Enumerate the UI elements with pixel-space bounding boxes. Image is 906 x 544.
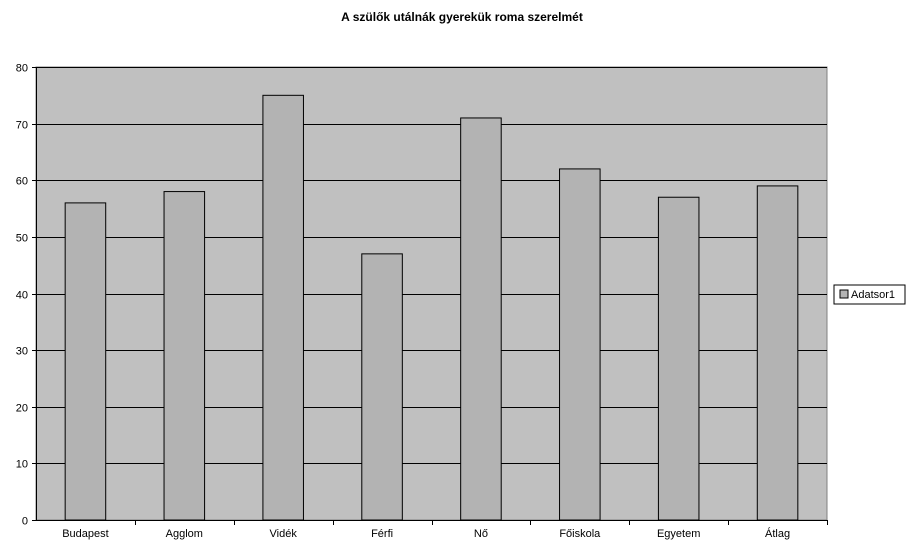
y-tick-label: 0 bbox=[22, 516, 28, 528]
x-tick-label: Nő bbox=[474, 528, 488, 540]
bar-8 bbox=[756, 185, 799, 521]
plot-area bbox=[35, 66, 828, 521]
y-tick-label: 30 bbox=[16, 346, 28, 358]
bar-7 bbox=[657, 196, 700, 521]
y-tick-label: 70 bbox=[16, 120, 28, 132]
legend-box bbox=[833, 284, 906, 305]
x-tick-label: Egyetem bbox=[657, 528, 700, 540]
legend: Adatsor1 bbox=[833, 284, 906, 305]
axes: 0 10 20 30 40 50 60 70 80 Budapest Agglom Vidék Férf… bbox=[16, 63, 828, 540]
bar-1 bbox=[64, 202, 107, 521]
x-tick-label: Átlag bbox=[765, 527, 790, 540]
y-tick-label: 20 bbox=[16, 403, 28, 415]
y-tick-label: 50 bbox=[16, 233, 28, 245]
x-tick-label: Férfi bbox=[371, 528, 393, 540]
y-tick-label: 40 bbox=[16, 290, 28, 302]
y-tick-label: 10 bbox=[16, 459, 28, 471]
bar-2 bbox=[163, 191, 206, 521]
bar-6 bbox=[559, 168, 601, 521]
x-tick-label: Budapest bbox=[62, 528, 108, 540]
bars bbox=[64, 94, 799, 521]
y-tick-label: 60 bbox=[16, 176, 28, 188]
legend-label: Adatsor1 bbox=[851, 289, 895, 301]
x-tick-label: Főiskola bbox=[559, 528, 601, 540]
x-tick-label: Agglom bbox=[166, 528, 203, 540]
bar-3 bbox=[262, 94, 304, 521]
legend-swatch bbox=[839, 289, 849, 299]
bar-4 bbox=[361, 253, 403, 521]
chart-title: A szülők utálnák gyerekük roma szerelmét bbox=[341, 10, 583, 24]
y-tick-label: 80 bbox=[16, 63, 28, 75]
bar-5 bbox=[460, 117, 502, 521]
x-tick-label: Vidék bbox=[270, 528, 298, 540]
